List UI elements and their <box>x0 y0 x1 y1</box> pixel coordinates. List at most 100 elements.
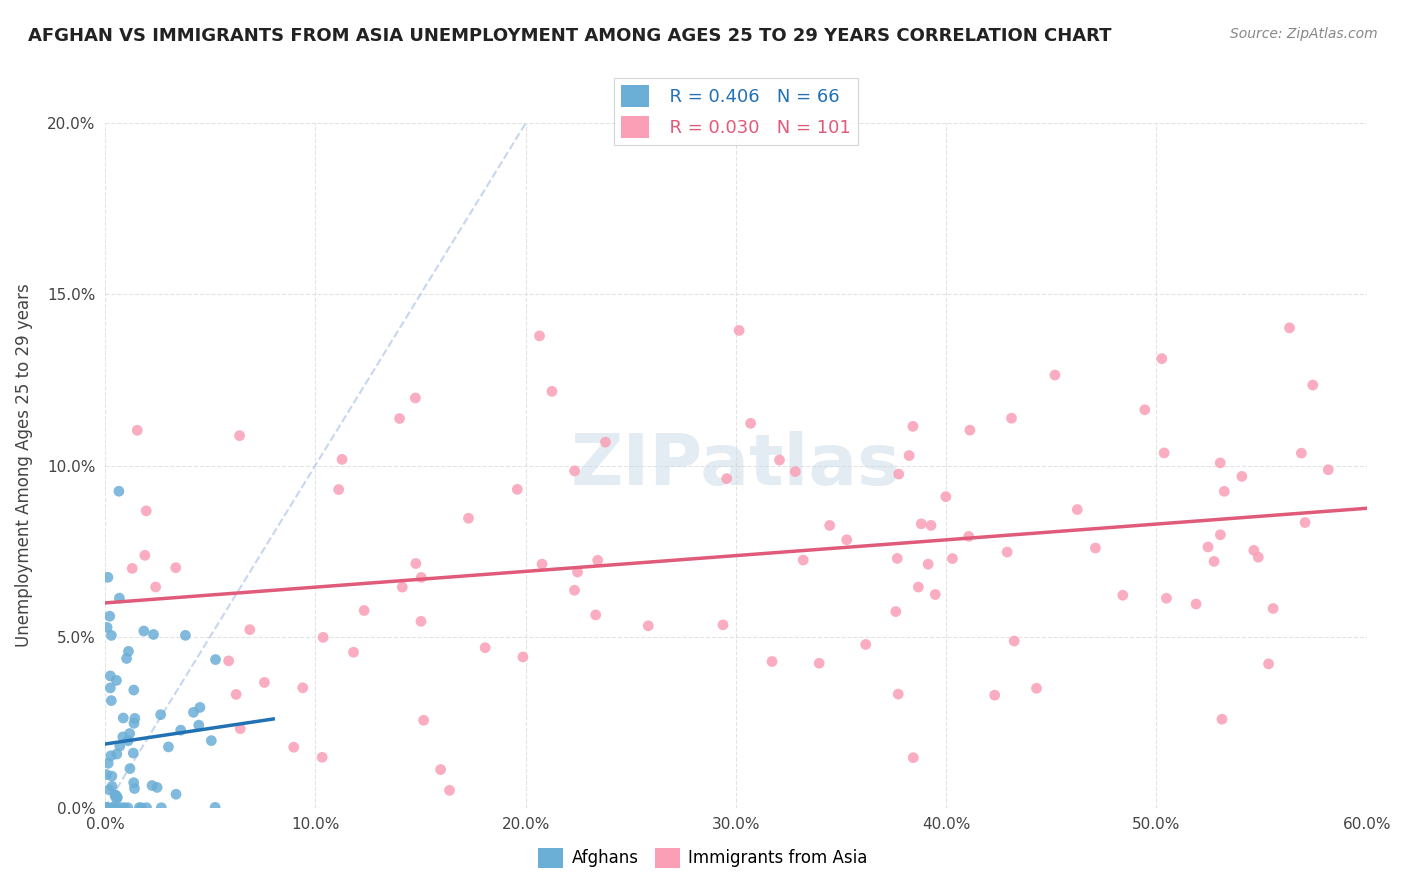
Point <box>585 607 607 622</box>
Point <box>903 750 925 764</box>
Point <box>135 800 157 814</box>
Text: Source: ZipAtlas.com: Source: ZipAtlas.com <box>1230 27 1378 41</box>
Point <box>131 800 153 814</box>
Point <box>141 779 163 793</box>
Point <box>101 780 124 794</box>
Point <box>1213 484 1236 499</box>
Point <box>1153 446 1175 460</box>
Point <box>1278 321 1301 335</box>
Point <box>405 557 427 571</box>
Legend:   R = 0.406   N = 66,   R = 0.030   N = 101: R = 0.406 N = 66, R = 0.030 N = 101 <box>614 78 858 145</box>
Point <box>391 580 413 594</box>
Point <box>388 411 411 425</box>
Point <box>225 687 247 701</box>
Point <box>1084 541 1107 555</box>
Point <box>886 551 908 566</box>
Point <box>174 628 197 642</box>
Point <box>100 800 122 814</box>
Point <box>98 669 121 683</box>
Point <box>101 769 124 783</box>
Point <box>564 583 586 598</box>
Point <box>740 417 762 431</box>
Point <box>439 783 461 797</box>
Point <box>128 800 150 814</box>
Point <box>118 762 141 776</box>
Point <box>1156 591 1178 606</box>
Point <box>132 624 155 638</box>
Point <box>917 558 939 572</box>
Point <box>835 533 858 547</box>
Point <box>957 529 980 543</box>
Point <box>855 638 877 652</box>
Point <box>1302 378 1324 392</box>
Point <box>342 645 364 659</box>
Point <box>105 790 128 805</box>
Point <box>808 657 831 671</box>
Point <box>531 557 554 571</box>
Point <box>204 800 226 814</box>
Point <box>149 707 172 722</box>
Point <box>1291 446 1313 460</box>
Point <box>1025 681 1047 696</box>
Point <box>104 800 127 814</box>
Point <box>117 733 139 747</box>
Point <box>218 654 240 668</box>
Point <box>457 511 479 525</box>
Point <box>910 516 932 531</box>
Point <box>127 423 149 437</box>
Point <box>328 483 350 497</box>
Point <box>97 756 120 771</box>
Point <box>100 628 122 642</box>
Point <box>98 782 121 797</box>
Point <box>1112 588 1135 602</box>
Point <box>108 739 131 753</box>
Point <box>112 800 135 814</box>
Point <box>1209 456 1232 470</box>
Point <box>412 714 434 728</box>
Point <box>887 467 910 481</box>
Point <box>170 723 193 738</box>
Point <box>1150 351 1173 366</box>
Point <box>100 748 122 763</box>
Point <box>404 391 426 405</box>
Point <box>142 627 165 641</box>
Point <box>1247 550 1270 565</box>
Point <box>122 775 145 789</box>
Point <box>98 609 121 624</box>
Point <box>901 419 924 434</box>
Point <box>1317 463 1340 477</box>
Point <box>96 767 118 781</box>
Point <box>105 747 128 761</box>
Point <box>1230 469 1253 483</box>
Point <box>146 780 169 795</box>
Point <box>1185 597 1208 611</box>
Point <box>121 561 143 575</box>
Legend: Afghans, Immigrants from Asia: Afghans, Immigrants from Asia <box>531 841 875 875</box>
Point <box>1133 402 1156 417</box>
Point <box>506 483 529 497</box>
Point <box>792 553 814 567</box>
Point <box>253 675 276 690</box>
Y-axis label: Unemployment Among Ages 25 to 29 years: Unemployment Among Ages 25 to 29 years <box>15 284 32 648</box>
Point <box>884 605 907 619</box>
Point <box>100 693 122 707</box>
Point <box>512 650 534 665</box>
Point <box>115 651 138 665</box>
Point <box>150 800 173 814</box>
Point <box>595 435 617 450</box>
Point <box>311 750 333 764</box>
Point <box>145 580 167 594</box>
Point <box>409 615 432 629</box>
Point <box>1209 527 1232 541</box>
Point <box>165 560 187 574</box>
Point <box>108 484 131 499</box>
Point <box>924 587 946 601</box>
Point <box>564 464 586 478</box>
Point <box>122 716 145 731</box>
Point <box>474 640 496 655</box>
Point <box>229 722 252 736</box>
Point <box>239 623 262 637</box>
Point <box>1043 368 1066 382</box>
Point <box>1000 411 1022 425</box>
Point <box>124 711 146 725</box>
